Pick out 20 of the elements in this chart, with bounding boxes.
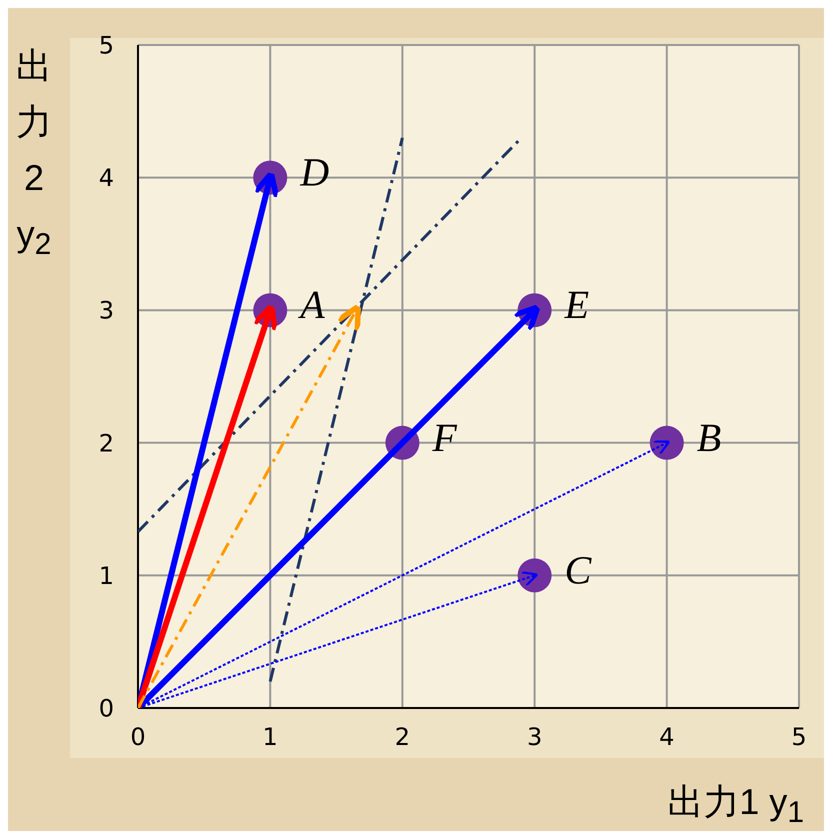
x-tick-label: 2: [394, 723, 410, 752]
x-tick-label: 0: [130, 723, 146, 752]
y-tick-label: 3: [98, 296, 114, 325]
y-tick-label: 4: [98, 164, 114, 192]
y-axis-title: 出力2 y$_{2}$: [15, 44, 53, 264]
annotation: B: [696, 414, 722, 460]
annotation: D: [299, 150, 330, 195]
annotation: A: [297, 282, 326, 328]
annotation: E: [564, 282, 590, 328]
x-tick-label: 4: [659, 723, 674, 752]
annotation: C: [564, 547, 593, 592]
y-tick-label: 0: [98, 694, 114, 723]
x-axis-title: 出力1 y$_{1}$: [667, 780, 804, 830]
y-tick-label: 1: [98, 562, 114, 590]
x-tick-label: 1: [262, 723, 278, 752]
x-tick-label: 3: [526, 723, 542, 752]
x-tick-label: 5: [791, 723, 807, 752]
annotation: F: [431, 414, 458, 460]
y-tick-label: 2: [98, 429, 114, 458]
y-tick-label: 5: [98, 32, 114, 60]
